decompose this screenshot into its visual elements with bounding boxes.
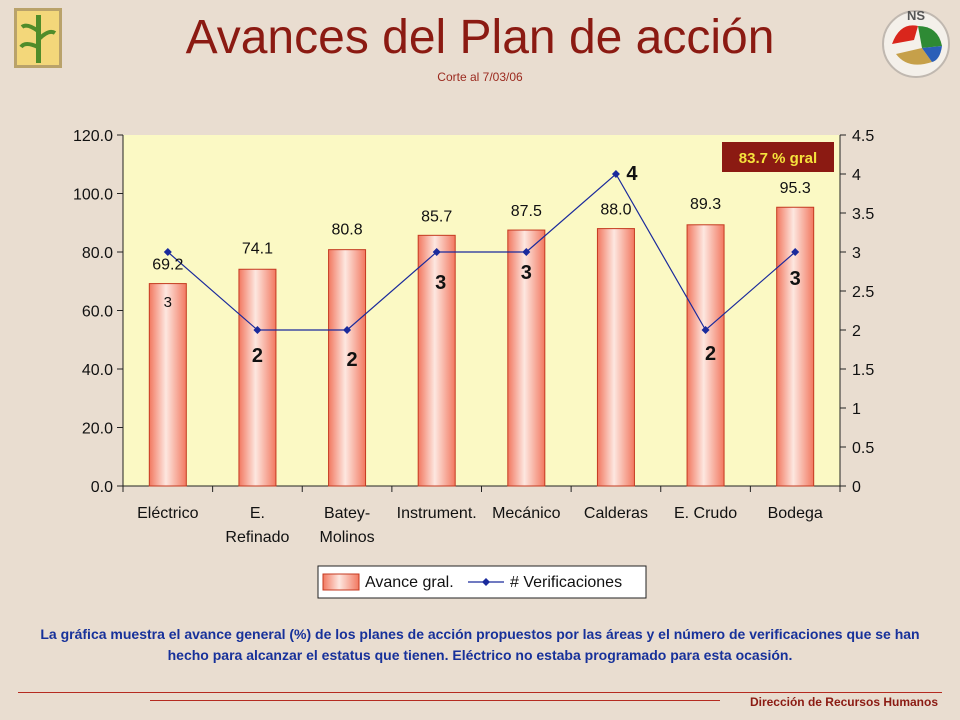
bar-data-label: 85.7 [421, 208, 452, 225]
footer-divider-secondary [150, 700, 720, 701]
bar-avance [328, 249, 367, 487]
bar-data-label: 69.2 [152, 257, 183, 274]
line-data-label: 4 [626, 163, 638, 185]
y-right-tick-label: 1.5 [852, 362, 874, 379]
annotation-label: 83.7 % gral [739, 150, 817, 167]
y-right-tick-label: 1 [852, 401, 861, 418]
x-category-label: Batey- [324, 505, 370, 522]
legend-label-verificaciones: # Verificaciones [510, 574, 622, 591]
bar-data-label: 87.5 [511, 203, 542, 220]
y-right-tick-label: 0.5 [852, 440, 874, 457]
line-point-verificaciones [432, 248, 441, 256]
page-title: Avances del Plan de acción [185, 11, 775, 64]
bar-data-label: 74.1 [242, 240, 273, 257]
line-point-verificaciones [253, 326, 262, 334]
y-right-tick-label: 4 [852, 167, 861, 184]
ns-logo-text: NS [907, 8, 925, 23]
line-data-label: 3 [435, 272, 446, 294]
line-data-label: 3 [521, 262, 532, 284]
page-subtitle: Corte al 7/03/06 [437, 70, 523, 84]
y-right-tick-label: 3 [852, 245, 861, 262]
line-point-verificaciones [522, 248, 531, 256]
ns-logo: NS [878, 4, 954, 80]
y-left-tick-label: 120.0 [73, 128, 113, 145]
chart-caption: La gráfica muestra el avance general (%)… [40, 626, 920, 663]
line-data-label: 2 [252, 345, 263, 367]
legend-label-avance: Avance gral. [365, 574, 454, 591]
annotation-box [722, 142, 834, 172]
bar-avance [417, 234, 456, 487]
y-left-tick-label: 0.0 [91, 479, 113, 496]
x-category-label: Mecánico [492, 505, 561, 522]
line-data-label: 2 [705, 343, 716, 365]
y-left-tick-label: 80.0 [82, 245, 113, 262]
bar-avance [686, 224, 725, 487]
legend-swatch-avance [322, 573, 360, 591]
y-right-tick-label: 2.5 [852, 284, 874, 301]
bar-data-label: 80.8 [331, 222, 362, 239]
x-category-label: Refinado [225, 529, 289, 546]
line-point-verificaciones [163, 248, 172, 256]
line-point-verificaciones [343, 326, 352, 334]
line-point-verificaciones [701, 326, 710, 334]
y-right-tick-label: 3.5 [852, 206, 874, 223]
y-right-tick-label: 4.5 [852, 128, 874, 145]
line-data-label: 3 [790, 268, 801, 290]
y-left-tick-label: 20.0 [82, 421, 113, 438]
y-left-tick-label: 100.0 [73, 187, 113, 204]
x-category-label: E. Crudo [674, 505, 737, 522]
x-category-label: Calderas [584, 505, 648, 522]
x-category-label: E. [250, 505, 265, 522]
bar-line-chart: 0.0 20.0 40.0 60.0 80.0 100.0 120.0 0 0.5 1 1.5 2 2.… [73, 128, 874, 599]
x-category-label: Molinos [319, 529, 374, 546]
x-category-label: Eléctrico [137, 505, 198, 522]
legend-swatch-marker [482, 578, 490, 586]
bar-avance [238, 268, 277, 487]
line-data-label: 3 [164, 294, 172, 311]
x-category-label: Instrument. [397, 505, 477, 522]
x-category-label: Bodega [768, 505, 823, 522]
bar-data-label: 89.3 [690, 196, 721, 213]
line-point-verificaciones [791, 248, 800, 256]
bar-data-label: 95.3 [780, 180, 811, 197]
plot-area [123, 135, 840, 486]
line-verificaciones [167, 173, 796, 331]
footer-divider [18, 692, 942, 693]
y-left-tick-label: 60.0 [82, 304, 113, 321]
y-right-tick-label: 0 [852, 479, 861, 496]
line-data-label: 2 [347, 349, 358, 371]
y-left-tick-label: 40.0 [82, 362, 113, 379]
y-right-tick-label: 2 [852, 323, 861, 340]
bar-avance [596, 228, 635, 487]
bar-data-label: 88.0 [600, 202, 631, 219]
line-point-verificaciones [611, 170, 620, 178]
footer-text: Dirección de Recursos Humanos [741, 695, 938, 709]
sugarcane-logo [14, 8, 62, 68]
bar-avance [507, 229, 546, 487]
bar-avance [148, 283, 187, 487]
